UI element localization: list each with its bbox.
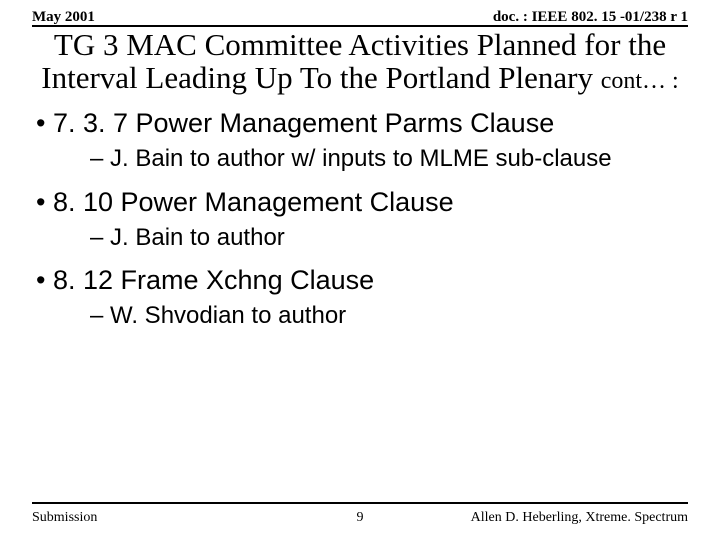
slide-title: TG 3 MAC Committee Activities Planned fo… [32, 29, 688, 94]
title-main: TG 3 MAC Committee Activities Planned fo… [41, 27, 666, 95]
title-cont: cont… : [601, 68, 679, 94]
bullet-3-sub-1: W. Shvodian to author [108, 302, 688, 330]
header: May 2001 doc. : IEEE 802. 15 -01/238 r 1 [32, 10, 688, 27]
slide-page: May 2001 doc. : IEEE 802. 15 -01/238 r 1… [0, 0, 720, 540]
footer-rule [32, 502, 688, 504]
bullet-1-sub-1: J. Bain to author w/ inputs to MLME sub-… [108, 145, 688, 173]
footer: Submission 9 Allen D. Heberling, Xtreme.… [32, 510, 688, 526]
header-doc: doc. : IEEE 802. 15 -01/238 r 1 [493, 10, 688, 25]
bullet-3: 8. 12 Frame Xchng Clause [54, 265, 688, 296]
header-date: May 2001 [32, 10, 95, 25]
content: 7. 3. 7 Power Management Parms Clause J.… [32, 108, 688, 330]
bullet-2-sub-1: J. Bain to author [108, 224, 688, 252]
bullet-2: 8. 10 Power Management Clause [54, 187, 688, 218]
bullet-1: 7. 3. 7 Power Management Parms Clause [54, 108, 688, 139]
footer-page-number: 9 [32, 510, 688, 526]
